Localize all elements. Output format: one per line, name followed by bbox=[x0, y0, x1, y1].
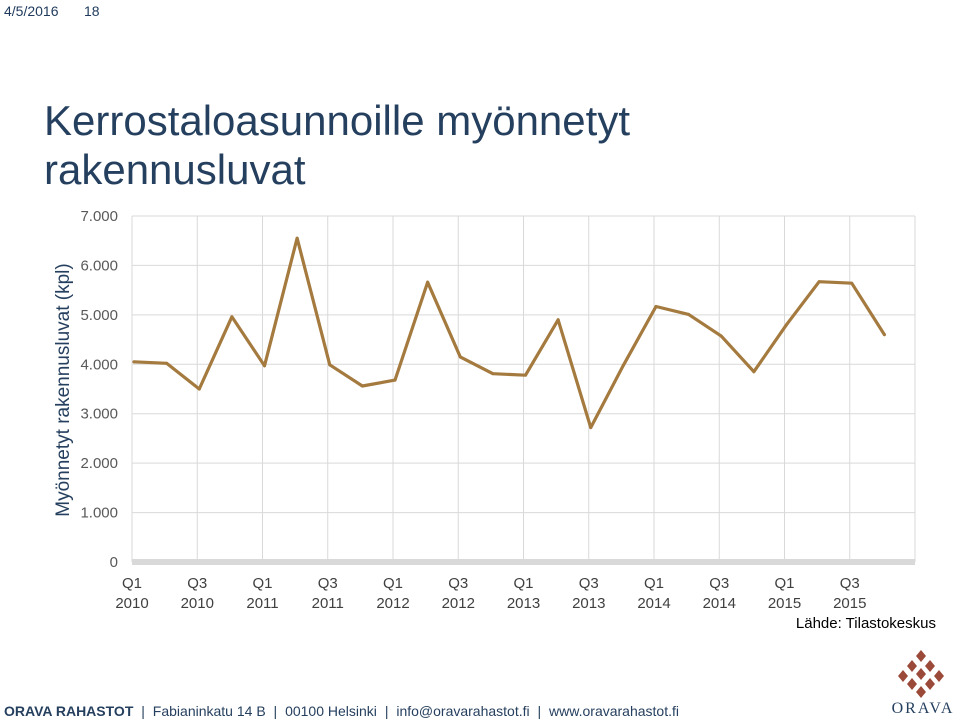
x-tick-label-quarter: Q1 bbox=[774, 575, 794, 592]
x-tick-label-year: 2012 bbox=[376, 595, 409, 612]
footer-separator: | bbox=[384, 703, 389, 719]
x-tick-label-quarter: Q1 bbox=[513, 575, 533, 592]
slide-page-number: 18 bbox=[84, 3, 100, 19]
x-tick-label-year: 2015 bbox=[768, 595, 801, 612]
data-point bbox=[230, 315, 234, 319]
y-tick-label: 5.000 bbox=[80, 307, 118, 324]
data-point bbox=[263, 364, 266, 368]
data-point bbox=[524, 373, 527, 377]
x-tick-label-year: 2014 bbox=[637, 595, 670, 612]
data-point bbox=[817, 280, 821, 284]
data-point bbox=[197, 387, 201, 391]
x-tick-label-year: 2010 bbox=[115, 595, 148, 612]
x-tick-label-quarter: Q1 bbox=[644, 575, 664, 592]
data-point bbox=[556, 318, 560, 322]
series-line bbox=[132, 236, 886, 430]
footer-email: info@oravarahastot.fi bbox=[396, 703, 530, 719]
x-tick-label-quarter: Q3 bbox=[840, 575, 860, 592]
data-point bbox=[850, 281, 854, 285]
footer-separator: | bbox=[537, 703, 542, 719]
data-point bbox=[687, 312, 691, 316]
y-tick-label: 2.000 bbox=[80, 455, 118, 472]
x-tick-label-year: 2010 bbox=[181, 595, 214, 612]
data-point bbox=[752, 370, 756, 374]
data-point bbox=[491, 372, 495, 376]
x-tick-label-year: 2013 bbox=[507, 595, 540, 612]
x-tick-label-year: 2015 bbox=[833, 595, 866, 612]
footer-separator: | bbox=[141, 703, 145, 719]
y-tick-label: 1.000 bbox=[80, 505, 118, 522]
y-tick-label: 4.000 bbox=[80, 356, 118, 373]
footer: ORAVA RAHASTOT | Fabianinkatu 14 B | 001… bbox=[4, 703, 679, 719]
x-tick-label-quarter: Q1 bbox=[122, 575, 142, 592]
x-tick-label-year: 2011 bbox=[312, 595, 344, 612]
data-point bbox=[328, 363, 332, 367]
x-tick-label-quarter: Q3 bbox=[448, 575, 468, 592]
footer-address: Fabianinkatu 14 B bbox=[152, 703, 266, 719]
pinecone-logo-icon bbox=[898, 650, 944, 698]
x-tick-label-quarter: Q3 bbox=[318, 575, 338, 592]
data-point bbox=[589, 426, 593, 430]
source-note: Lähde: Tilastokeskus bbox=[795, 615, 936, 632]
x-tick-label-year: 2013 bbox=[572, 595, 605, 612]
data-point bbox=[165, 361, 169, 365]
data-point bbox=[393, 378, 397, 382]
y-tick-label: 3.000 bbox=[80, 406, 118, 423]
footer-website: www.oravarahastot.fi bbox=[549, 703, 679, 719]
x-tick-label-year: 2011 bbox=[246, 595, 278, 612]
logo-wordmark: ORAVA bbox=[891, 700, 955, 717]
data-point bbox=[458, 355, 462, 359]
x-tick-label-quarter: Q3 bbox=[187, 575, 207, 592]
x-tick-label-quarter: Q1 bbox=[383, 575, 403, 592]
y-tick-label: 6.000 bbox=[80, 257, 118, 274]
data-point bbox=[785, 323, 788, 327]
y-tick-label: 0 bbox=[110, 554, 118, 571]
y-tick-label: 7.000 bbox=[80, 208, 118, 225]
footer-separator: | bbox=[273, 703, 278, 719]
x-axis-line bbox=[132, 559, 915, 565]
x-tick-label-year: 2012 bbox=[442, 595, 475, 612]
footer-brand: ORAVA RAHASTOT bbox=[4, 703, 134, 719]
slide-date: 4/5/2016 bbox=[4, 3, 59, 19]
x-tick-label-quarter: Q1 bbox=[252, 575, 272, 592]
x-tick-label-quarter: Q3 bbox=[579, 575, 599, 592]
data-point bbox=[360, 384, 364, 388]
x-tick-label-quarter: Q3 bbox=[709, 575, 729, 592]
footer-postal: 00100 Helsinki bbox=[285, 703, 377, 719]
data-point bbox=[132, 360, 136, 364]
data-point bbox=[426, 280, 430, 284]
data-point bbox=[295, 236, 299, 240]
data-point bbox=[882, 333, 886, 337]
data-point bbox=[719, 334, 723, 338]
data-point bbox=[621, 363, 625, 367]
x-tick-label-year: 2014 bbox=[703, 595, 736, 612]
slide-title: Kerrostaloasunnoille myönnetyt rakennusl… bbox=[44, 97, 630, 193]
data-point bbox=[654, 304, 658, 308]
